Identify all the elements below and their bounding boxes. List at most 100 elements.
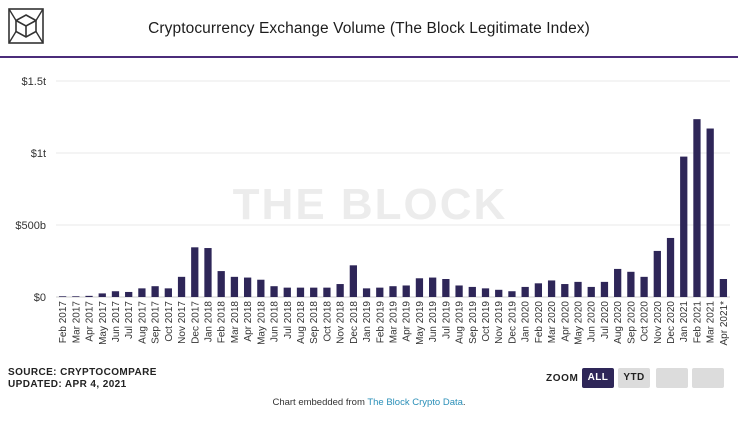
x-tick-label: Jul 2019 bbox=[441, 301, 452, 339]
y-tick-label: $500b bbox=[15, 220, 46, 232]
x-tick-label: Apr 2020 bbox=[560, 301, 571, 342]
x-tick-label: Mar 2017 bbox=[71, 301, 82, 344]
bar[interactable] bbox=[640, 276, 648, 297]
x-tick-label: Dec 2019 bbox=[507, 301, 518, 344]
zoom-ytd-button[interactable]: YTD bbox=[618, 368, 650, 388]
bar[interactable] bbox=[204, 248, 212, 297]
bar[interactable] bbox=[151, 286, 159, 297]
x-tick-label: Mar 2018 bbox=[230, 301, 241, 344]
x-tick-label: Sep 2020 bbox=[626, 301, 637, 344]
bar[interactable] bbox=[666, 237, 675, 297]
x-tick-label: Aug 2018 bbox=[296, 301, 307, 344]
zoom-all-button[interactable]: ALL bbox=[582, 368, 614, 388]
bar[interactable] bbox=[600, 281, 609, 297]
bar[interactable] bbox=[164, 288, 172, 297]
bar[interactable] bbox=[349, 265, 357, 297]
x-tick-label: Jun 2018 bbox=[270, 301, 281, 343]
bar[interactable] bbox=[429, 277, 437, 297]
x-tick-label: Oct 2020 bbox=[640, 301, 651, 342]
x-tick-label: Mar 2021 bbox=[706, 301, 717, 344]
bar[interactable] bbox=[230, 276, 239, 297]
bar[interactable] bbox=[719, 279, 728, 297]
x-tick-label: Feb 2021 bbox=[692, 301, 703, 344]
bar[interactable] bbox=[455, 285, 463, 297]
bar[interactable] bbox=[310, 287, 318, 297]
bar[interactable] bbox=[653, 250, 661, 297]
bar[interactable] bbox=[680, 156, 688, 297]
bar[interactable] bbox=[521, 286, 529, 297]
x-tick-label: Dec 2018 bbox=[349, 301, 360, 344]
x-tick-label: Mar 2020 bbox=[547, 301, 558, 344]
embed-suffix: . bbox=[462, 397, 466, 408]
x-tick-label: Feb 2019 bbox=[375, 301, 386, 344]
bar[interactable] bbox=[376, 287, 384, 297]
x-tick-label: Nov 2018 bbox=[336, 301, 347, 344]
embed-credit: Chart embedded from The Block Crypto Dat… bbox=[0, 397, 738, 408]
x-tick-label: Apr 2017 bbox=[85, 301, 96, 342]
source-label: SOURCE: CRYPTOCOMPARE bbox=[8, 367, 157, 378]
bar[interactable] bbox=[243, 277, 252, 297]
bar[interactable] bbox=[217, 271, 225, 297]
bar[interactable] bbox=[138, 288, 146, 297]
bar[interactable] bbox=[415, 278, 424, 297]
x-tick-label: Nov 2017 bbox=[177, 301, 188, 344]
bar[interactable] bbox=[534, 283, 543, 297]
zoom-label: ZOOM bbox=[546, 373, 579, 384]
bar[interactable] bbox=[614, 268, 622, 297]
header-divider bbox=[0, 56, 738, 58]
bar[interactable] bbox=[574, 281, 582, 297]
bar[interactable] bbox=[495, 289, 503, 297]
bar[interactable] bbox=[508, 291, 516, 297]
bar[interactable] bbox=[98, 293, 106, 297]
bar[interactable] bbox=[111, 291, 120, 297]
bar[interactable] bbox=[125, 291, 133, 297]
bar[interactable] bbox=[336, 284, 344, 297]
bar[interactable] bbox=[587, 286, 595, 297]
x-tick-label: Jul 2020 bbox=[600, 301, 611, 339]
bar[interactable] bbox=[257, 279, 265, 297]
x-tick-label: Jan 2019 bbox=[362, 301, 373, 343]
bar[interactable] bbox=[58, 296, 67, 297]
bar[interactable] bbox=[442, 279, 450, 297]
bar[interactable] bbox=[72, 296, 80, 297]
x-tick-label: Sep 2019 bbox=[468, 301, 479, 344]
x-tick-label: Jul 2018 bbox=[283, 301, 294, 339]
embed-link[interactable]: The Block Crypto Data bbox=[367, 397, 463, 408]
x-tick-label: Aug 2020 bbox=[613, 301, 624, 344]
bar[interactable] bbox=[561, 284, 569, 297]
zoom-range-button-1[interactable] bbox=[656, 368, 688, 388]
bar[interactable] bbox=[191, 247, 199, 297]
x-tick-label: Aug 2017 bbox=[137, 301, 148, 344]
bar[interactable] bbox=[296, 287, 305, 297]
bar[interactable] bbox=[270, 286, 278, 297]
bar[interactable] bbox=[468, 286, 476, 297]
bar[interactable] bbox=[389, 286, 397, 297]
bar[interactable] bbox=[706, 128, 714, 297]
bar[interactable] bbox=[627, 271, 635, 297]
x-tick-label: Aug 2019 bbox=[455, 301, 466, 344]
x-tick-label: May 2018 bbox=[256, 301, 267, 345]
x-tick-label: Oct 2018 bbox=[322, 301, 333, 342]
bar[interactable] bbox=[362, 288, 371, 297]
x-tick-label: Sep 2017 bbox=[151, 301, 162, 344]
watermark: THE BLOCK bbox=[233, 180, 508, 229]
bar[interactable] bbox=[481, 288, 490, 297]
bar[interactable] bbox=[402, 285, 410, 297]
bar[interactable] bbox=[693, 119, 701, 297]
y-tick-label: $1.5t bbox=[22, 76, 46, 88]
bar[interactable] bbox=[283, 287, 291, 297]
bar[interactable] bbox=[85, 295, 93, 297]
x-tick-label: May 2017 bbox=[98, 301, 109, 345]
x-tick-label: Jan 2018 bbox=[203, 301, 214, 343]
bar[interactable] bbox=[177, 276, 186, 297]
x-tick-label: Oct 2019 bbox=[481, 301, 492, 342]
bar[interactable] bbox=[547, 280, 556, 297]
x-tick-label: Apr 2018 bbox=[243, 301, 254, 342]
chart-title: Cryptocurrency Exchange Volume (The Bloc… bbox=[148, 20, 590, 37]
x-tick-label: Jan 2021 bbox=[679, 301, 690, 343]
zoom-range-button-2[interactable] bbox=[692, 368, 724, 388]
embed-prefix: Chart embedded from bbox=[272, 397, 368, 408]
x-tick-label: Nov 2019 bbox=[494, 301, 505, 344]
bar[interactable] bbox=[323, 287, 331, 297]
x-tick-label: Feb 2017 bbox=[58, 301, 69, 344]
